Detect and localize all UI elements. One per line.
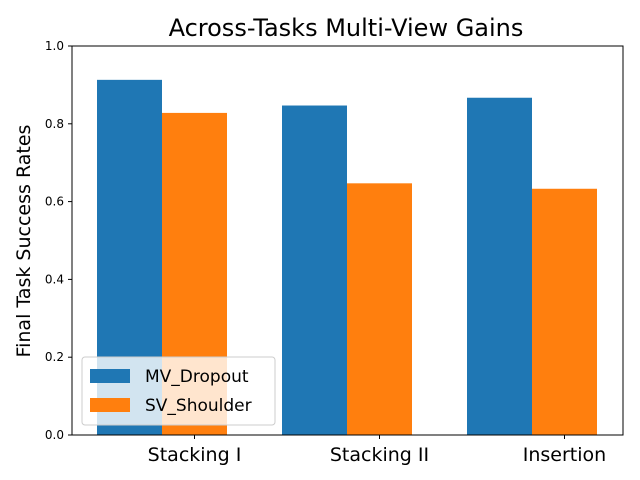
bars-layer xyxy=(97,79,597,436)
y-tick-label-1: 0.2 xyxy=(45,350,64,364)
bar-0-1 xyxy=(282,105,347,435)
x-tick-label-2: Insertion xyxy=(523,444,606,466)
axes-layer xyxy=(71,45,624,436)
x-tick-label-0: Stacking I xyxy=(148,444,242,466)
legend-label-1: SV_Shoulder xyxy=(145,396,252,416)
legend-label-0: MV_Dropout xyxy=(145,367,249,387)
legend-swatch-1 xyxy=(90,398,130,412)
chart-title: Across-Tasks Multi-View Gains xyxy=(169,14,524,42)
y-tick-label-2: 0.4 xyxy=(45,272,64,286)
y-axis-label: Final Task Success Rates xyxy=(13,125,35,358)
bar-1-1 xyxy=(347,183,412,435)
y-ticks: 0.0 0.2 0.4 0.6 0.8 1.0 xyxy=(45,39,72,442)
plot-frame xyxy=(71,45,624,436)
y-tick-label-5: 1.0 xyxy=(45,39,64,53)
y-tick-label-4: 0.8 xyxy=(45,117,64,131)
x-ticks: Stacking I Stacking II Insertion xyxy=(148,435,606,466)
bar-1-2 xyxy=(532,188,597,435)
legend-swatch-0 xyxy=(90,369,130,383)
x-tick-label-1: Stacking II xyxy=(330,444,429,466)
legend-box xyxy=(81,356,276,426)
y-tick-label-0: 0.0 xyxy=(45,428,64,442)
bar-0-2 xyxy=(467,97,532,435)
y-tick-label-3: 0.6 xyxy=(45,195,64,209)
legend: MV_Dropout SV_Shoulder xyxy=(81,356,276,426)
